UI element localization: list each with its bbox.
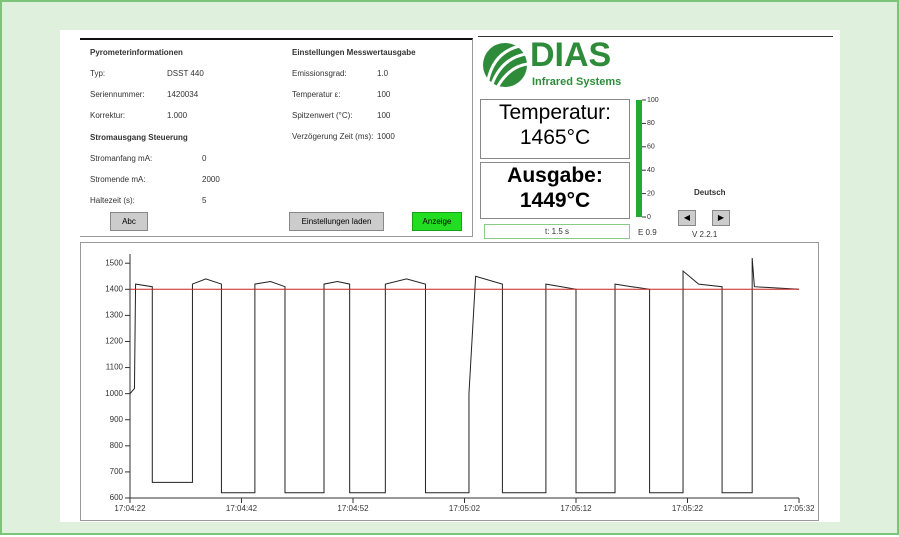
gauge-tick-label: 60 bbox=[647, 144, 655, 151]
field-label: Temperatur ε: bbox=[292, 90, 341, 99]
x-tick-label: 17:04:42 bbox=[226, 504, 258, 513]
line-series bbox=[129, 257, 800, 494]
x-tick-label: 17:05:22 bbox=[672, 504, 704, 513]
field-value: 5 bbox=[202, 196, 207, 205]
field-value: 1.0 bbox=[377, 69, 389, 78]
button[interactable]: Anzeige bbox=[412, 212, 462, 231]
readout-label: Temperatur: bbox=[498, 101, 612, 124]
y-tick-label: 1200 bbox=[105, 337, 123, 346]
field-label: Stromende mA: bbox=[90, 175, 146, 184]
field-label: Korrektur: bbox=[90, 111, 126, 120]
y-tick-label: 700 bbox=[110, 467, 124, 476]
x-tick-label: 17:05:32 bbox=[783, 504, 815, 513]
y-tick-label: 1100 bbox=[106, 363, 124, 372]
field-value: 100 bbox=[377, 90, 391, 99]
prev-button[interactable]: ◀ bbox=[678, 210, 696, 226]
version: V 2.2.1 bbox=[692, 230, 718, 239]
logo-tagline: Infrared Systems bbox=[532, 76, 622, 88]
field-label: Stromanfang mA: bbox=[90, 154, 153, 163]
field-label: Seriennummer: bbox=[90, 90, 145, 99]
field-value: 0 bbox=[202, 154, 207, 163]
logo-icon bbox=[483, 43, 529, 87]
next-button[interactable]: ▶ bbox=[712, 210, 730, 226]
logo-name: DIAS bbox=[530, 36, 612, 74]
button[interactable]: Abc bbox=[110, 212, 148, 231]
field-label: Typ: bbox=[90, 69, 106, 78]
field-label: Haltezeit (s): bbox=[90, 196, 135, 205]
readout-value: 1465°C bbox=[519, 126, 591, 149]
field-label: Emissionsgrad: bbox=[292, 69, 347, 78]
chart-frame bbox=[80, 242, 819, 521]
y-tick-label: 1000 bbox=[105, 389, 123, 398]
window bbox=[60, 30, 840, 522]
separator bbox=[478, 36, 833, 37]
readout-label: Ausgabe: bbox=[507, 164, 603, 187]
gauge-tick-label: 40 bbox=[647, 167, 655, 174]
button[interactable]: Einstellungen laden bbox=[289, 212, 384, 231]
field-value: DSST 440 bbox=[167, 69, 204, 78]
y-tick-label: 800 bbox=[110, 441, 124, 450]
field-value: 1000 bbox=[377, 132, 395, 141]
x-tick-label: 17:04:52 bbox=[337, 504, 369, 513]
temperature-readout: Temperatur: 1465°C bbox=[480, 99, 630, 159]
y-tick-label: 900 bbox=[110, 415, 124, 424]
gauge-tick-label: 20 bbox=[647, 190, 655, 197]
readout-value: 1449°C bbox=[519, 189, 591, 212]
field-label: Verzögerung Zeit (ms): bbox=[292, 132, 374, 141]
x-tick-label: 17:04:22 bbox=[114, 504, 146, 513]
gauge-tick-label: 100 bbox=[647, 97, 659, 104]
y-tick-label: 1300 bbox=[105, 311, 123, 320]
field-label: Spitzenwert (°C): bbox=[292, 111, 353, 120]
output-readout: Ausgabe: 1449°C bbox=[480, 162, 630, 219]
section-title: Einstellungen Messwertausgabe bbox=[292, 48, 416, 57]
section-title: Pyrometerinformationen bbox=[90, 48, 183, 57]
language: Deutsch bbox=[694, 188, 726, 197]
y-tick-label: 1500 bbox=[105, 258, 123, 267]
field-value: 100 bbox=[377, 111, 391, 120]
field-value: 1420034 bbox=[167, 90, 199, 99]
section-title: Stromausgang Steuerung bbox=[90, 133, 188, 142]
y-tick-label: 1400 bbox=[105, 284, 123, 293]
emission: E 0.9 bbox=[638, 228, 657, 237]
field-value: 1.000 bbox=[167, 111, 188, 120]
gauge-tick-label: 80 bbox=[647, 120, 655, 127]
y-tick-label: 600 bbox=[110, 493, 124, 502]
x-tick-label: 17:05:12 bbox=[560, 504, 592, 513]
gauge-tick-label: 0 bbox=[647, 214, 651, 221]
x-tick-label: 17:05:02 bbox=[449, 504, 481, 513]
status: t: 1.5 s bbox=[484, 224, 630, 239]
field-value: 2000 bbox=[202, 175, 220, 184]
gauge-bar bbox=[636, 100, 642, 217]
info-panel bbox=[80, 38, 473, 237]
